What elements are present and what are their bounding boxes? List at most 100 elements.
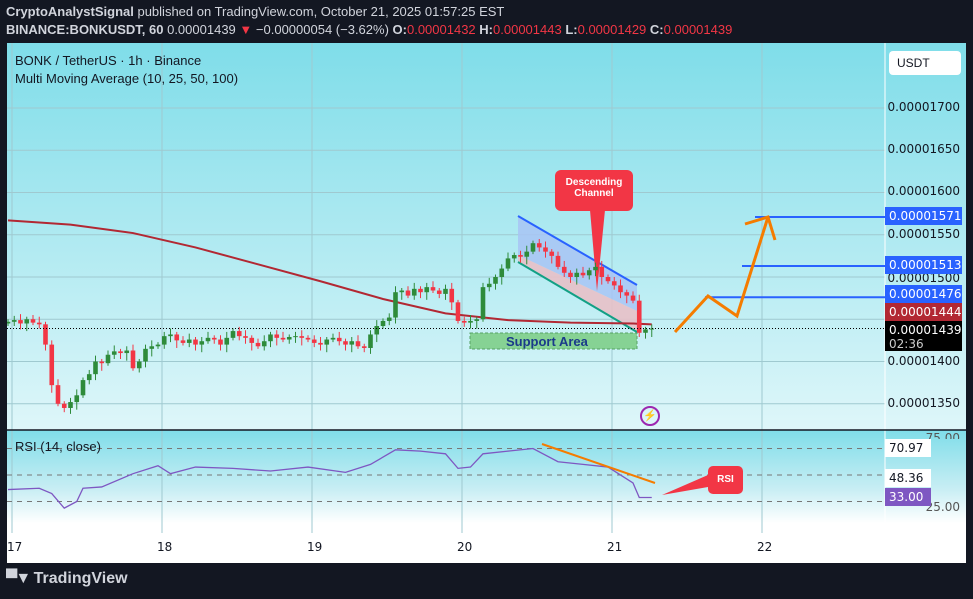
candle xyxy=(374,326,380,335)
candle xyxy=(599,266,605,277)
candle xyxy=(161,336,167,345)
tradingview-logo[interactable]: ▀▼ TradingView xyxy=(6,570,128,587)
candle xyxy=(549,251,555,256)
rsi-value-tag: 33.00 xyxy=(885,488,931,506)
down-arrow-icon: ▼ xyxy=(239,22,253,37)
candle xyxy=(518,255,523,257)
level-tag: 0.00001476 xyxy=(885,285,962,303)
time-tick: 18 xyxy=(157,540,173,554)
rsi-callout[interactable]: RSI xyxy=(708,466,743,494)
support-area-label[interactable]: Support Area xyxy=(506,334,588,349)
indicator-legend[interactable]: Multi Moving Average (10, 25, 50, 100) xyxy=(15,71,239,86)
candle xyxy=(211,337,217,340)
candle xyxy=(493,277,498,284)
candle xyxy=(336,337,342,342)
time-tick: 20 xyxy=(457,540,473,554)
price-tick: 0.00001400 xyxy=(887,354,960,368)
ma-tag: 0.00001444 xyxy=(885,303,962,321)
rsi-tick: 75.00 xyxy=(925,431,960,439)
candle xyxy=(511,255,517,259)
level-tag: 0.00001513 xyxy=(885,256,962,274)
candle xyxy=(605,277,611,282)
candle xyxy=(618,285,623,293)
channel-upper-fill xyxy=(518,216,637,311)
lightning-icon[interactable]: ⚡ xyxy=(640,406,660,426)
high: 0.00001443 xyxy=(493,22,562,37)
candle xyxy=(36,322,42,325)
currency-button[interactable]: USDT xyxy=(889,51,961,75)
author[interactable]: CryptoAnalystSignal xyxy=(6,4,134,19)
price-tick: 0.00001500 xyxy=(887,271,960,285)
low: 0.00001429 xyxy=(577,22,647,37)
publish-date: published on TradingView.com, October 21… xyxy=(133,4,505,19)
candle xyxy=(49,344,55,386)
chart-area[interactable]: BONK / TetherUS · 1h · Binance Multi Mov… xyxy=(7,43,966,563)
candle xyxy=(136,361,142,369)
candle xyxy=(436,290,442,294)
candle xyxy=(243,336,248,338)
price-tick: 0.00001550 xyxy=(887,227,960,241)
candle xyxy=(55,385,61,404)
candle xyxy=(386,317,392,321)
countdown: 02:36 xyxy=(889,337,924,351)
candle xyxy=(99,361,105,364)
projection-path xyxy=(673,216,770,334)
rsi-trendline xyxy=(541,443,656,484)
candle xyxy=(561,266,567,273)
candle xyxy=(361,346,367,348)
candle xyxy=(74,395,80,403)
candle xyxy=(299,336,305,338)
candle xyxy=(305,337,311,340)
close: 0.00001439 xyxy=(663,22,733,37)
candle xyxy=(449,288,455,303)
rsi-callout-pointer xyxy=(662,475,708,495)
candle xyxy=(80,380,86,396)
candle xyxy=(418,288,423,293)
callout-pointer xyxy=(590,210,605,291)
candle xyxy=(318,342,323,345)
candle xyxy=(286,336,292,340)
rsi-tick: 25.00 xyxy=(925,500,960,514)
candle xyxy=(230,331,236,338)
candle xyxy=(580,272,586,276)
candle xyxy=(368,334,373,348)
candle xyxy=(180,340,186,343)
candle xyxy=(186,339,192,343)
candle xyxy=(155,344,161,347)
price-tick: 0.00001700 xyxy=(887,100,960,114)
channel-callout[interactable]: Descending Channel xyxy=(555,170,633,211)
candle xyxy=(524,251,530,257)
candle xyxy=(18,320,23,324)
candle xyxy=(30,319,36,323)
rsi-legend[interactable]: RSI (14, close) xyxy=(15,439,101,454)
candle xyxy=(461,320,467,323)
candle xyxy=(174,334,180,341)
candle xyxy=(574,272,580,277)
time-tick: 22 xyxy=(757,540,773,554)
candle xyxy=(68,402,73,408)
level-tag: 0.00001571 xyxy=(885,207,962,225)
rsi-tag: 70.97 xyxy=(885,439,931,457)
candle xyxy=(205,337,211,342)
candle xyxy=(411,288,417,296)
candle xyxy=(224,337,230,345)
channel-lower-fill xyxy=(518,255,637,332)
candle xyxy=(480,287,486,320)
candle xyxy=(268,334,273,342)
candle xyxy=(474,319,480,321)
candle xyxy=(593,266,598,271)
candle xyxy=(143,348,148,362)
candle xyxy=(86,374,92,381)
ohlc-bar: BINANCE:BONKUSDT, 60 0.00001439 ▼ −0.000… xyxy=(6,22,733,37)
candle xyxy=(261,341,267,347)
candle xyxy=(149,346,155,349)
price-tick: 0.00001650 xyxy=(887,142,960,156)
candle xyxy=(399,290,405,293)
candle xyxy=(130,350,136,369)
candle xyxy=(249,337,255,343)
candle xyxy=(24,319,30,324)
channel-top-line xyxy=(517,215,638,286)
projection-arrowhead xyxy=(744,215,777,241)
candle xyxy=(649,328,655,330)
open: 0.00001432 xyxy=(406,22,476,37)
